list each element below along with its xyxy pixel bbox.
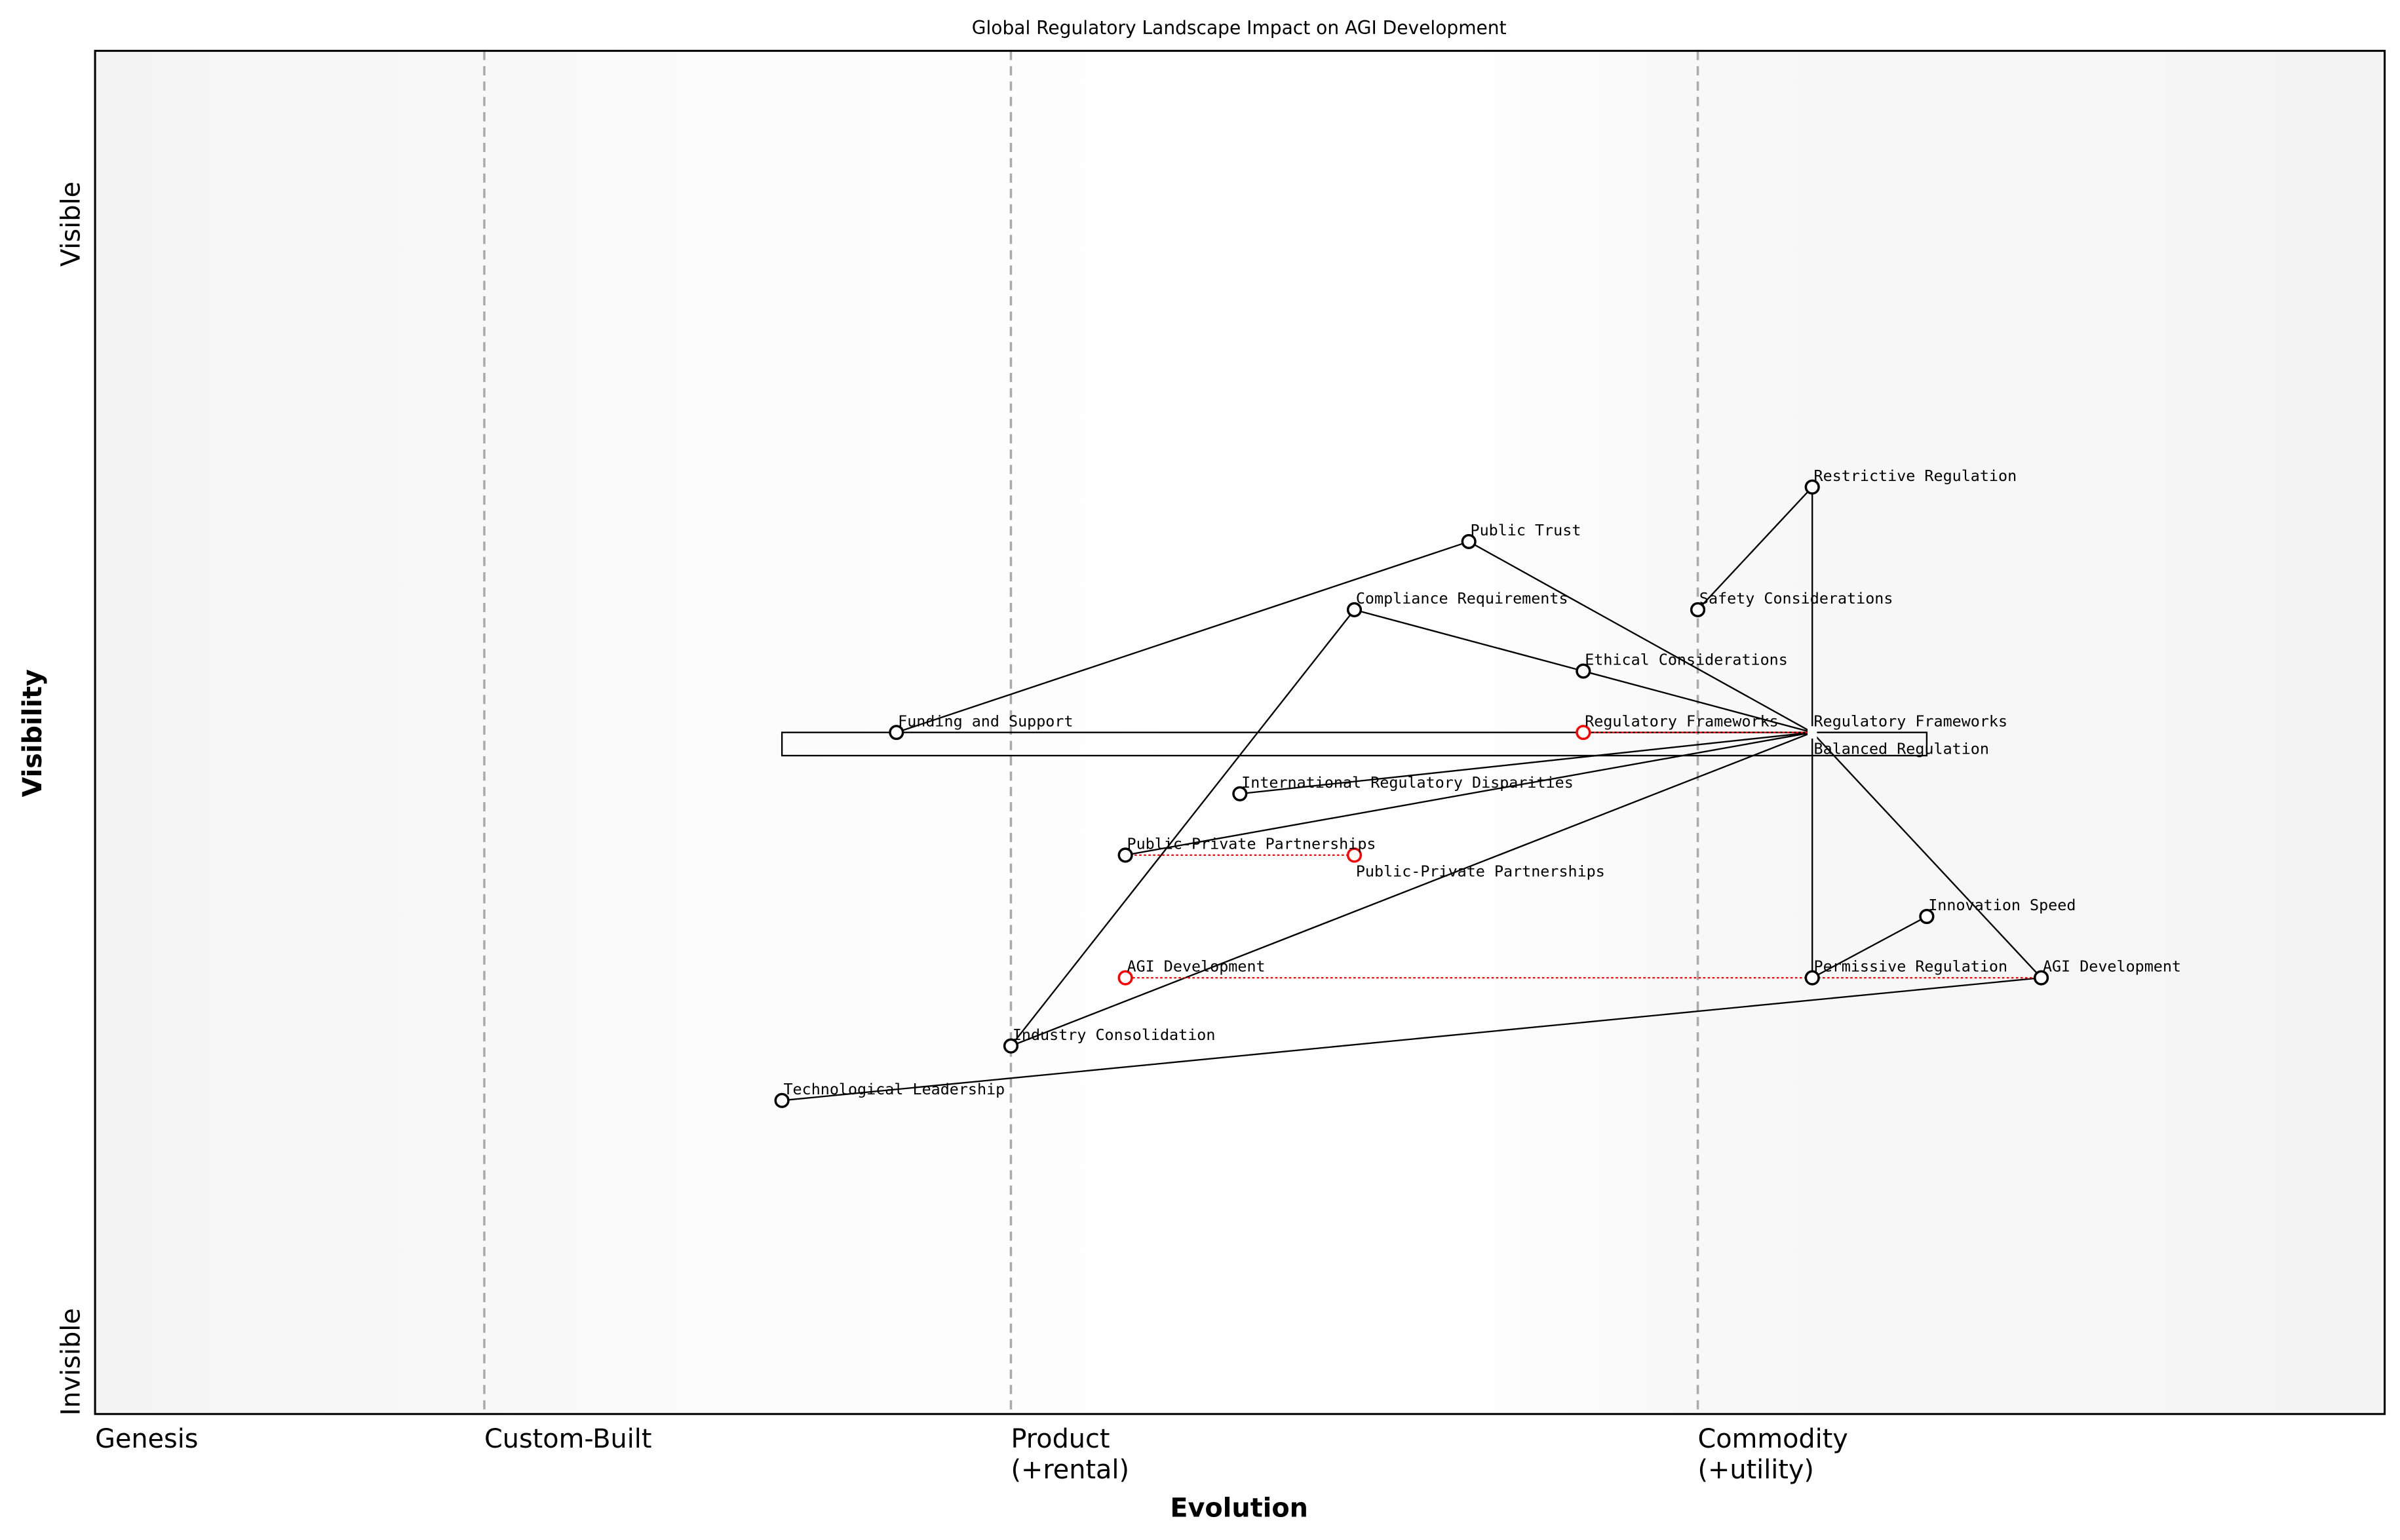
evolved-node-marker — [1117, 970, 1133, 986]
component-node[interactable] — [1346, 602, 1363, 618]
component-label: Regulatory Frameworks — [1814, 712, 2008, 730]
component-node[interactable] — [1003, 1038, 1019, 1054]
dependency-link — [1811, 731, 2042, 978]
stage-sublabel: (+rental) — [1011, 1455, 1129, 1485]
pipeline-box — [781, 731, 1928, 757]
plot-frame — [94, 50, 2386, 1415]
y-label-invisible: Invisible — [56, 1308, 87, 1415]
x-axis-label: Evolution — [1170, 1493, 1308, 1524]
evolved-node-marker — [1576, 725, 1591, 741]
component-label: International Regulatory Disparities — [1241, 773, 1574, 792]
component-node[interactable] — [1117, 847, 1133, 863]
component-node[interactable] — [1690, 602, 1706, 618]
dependency-link — [1125, 731, 1813, 857]
component-label: Technological Leadership — [783, 1080, 1005, 1098]
component-label: Public-Private Partnerships — [1127, 835, 1376, 853]
stage-label: Commodity — [1698, 1424, 1848, 1454]
evolved-node-label: Public-Private Partnerships — [1356, 862, 1605, 881]
chart-title: Global Regulatory Landscape Impact on AG… — [972, 17, 1507, 39]
y-label-visible: Visible — [56, 182, 87, 267]
component-node[interactable] — [2033, 970, 2049, 986]
evolved-node-label: AGI Development — [1127, 957, 1266, 976]
component-label: Safety Considerations — [1699, 589, 1893, 607]
component-label: Ethical Considerations — [1585, 651, 1788, 669]
stage-sublabel: (+utility) — [1698, 1455, 1814, 1485]
component-label: Restrictive Regulation — [1814, 467, 2017, 485]
component-node[interactable] — [889, 725, 904, 741]
component-label: Permissive Regulation — [1814, 957, 2008, 976]
component-node[interactable] — [1576, 663, 1591, 679]
hub-marker — [1808, 726, 1817, 739]
component-label: AGI Development — [2043, 957, 2181, 976]
dependency-link — [1811, 915, 1927, 979]
y-axis-label: Visibility — [18, 669, 48, 797]
dependency-link — [1354, 609, 1584, 672]
stage-label: Genesis — [95, 1424, 198, 1454]
stage-label: Custom-Built — [484, 1424, 651, 1454]
stage-label: Product — [1011, 1424, 1110, 1454]
component-node[interactable] — [1804, 479, 1820, 495]
evolved-node-marker — [1346, 847, 1363, 863]
component-node[interactable] — [1461, 533, 1477, 550]
dependency-link — [782, 976, 2042, 1102]
component-label: Compliance Requirements — [1356, 589, 1568, 607]
component-node[interactable] — [1232, 786, 1248, 801]
component-node[interactable] — [1804, 970, 1820, 986]
dependency-link — [1468, 541, 1813, 733]
dependency-link — [896, 541, 1469, 733]
component-node[interactable] — [1919, 908, 1935, 925]
evolved-node-label: Regulatory Frameworks — [1585, 712, 1779, 730]
dependency-link — [1010, 609, 1355, 1047]
component-label: Balanced Regulation — [1814, 739, 1989, 758]
component-label: Innovation Speed — [1928, 896, 2076, 914]
dependency-link — [1011, 731, 1813, 1047]
component-label: Public Trust — [1471, 521, 1581, 539]
dependency-link — [1239, 731, 1813, 795]
component-label: Funding and Support — [898, 712, 1073, 730]
component-node[interactable] — [774, 1092, 790, 1108]
dependency-link — [1697, 486, 1813, 611]
dependency-link — [1583, 670, 1813, 733]
component-label: Industry Consolidation — [1013, 1026, 1216, 1044]
